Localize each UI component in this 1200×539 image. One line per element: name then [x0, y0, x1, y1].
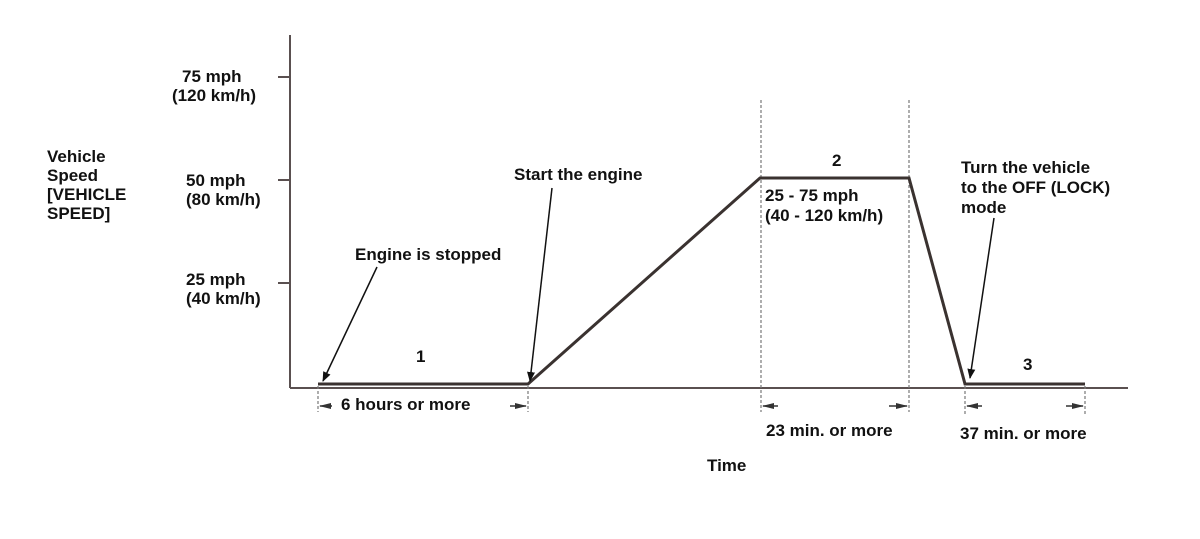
y-tick-label: (80 km/h) — [186, 190, 261, 209]
phase-number-3: 3 — [1023, 355, 1032, 374]
annotation-engine-stopped: Engine is stopped — [355, 245, 501, 264]
y-axis-label: [VEHICLE — [47, 185, 126, 204]
phase-2-speed-range: (40 - 120 km/h) — [765, 206, 883, 225]
y-tick-label: 25 mph — [186, 270, 246, 289]
phase-number-2: 2 — [832, 151, 841, 170]
annotation-turn-off: Turn the vehicle — [961, 158, 1090, 177]
y-tick-label: (120 km/h) — [172, 86, 256, 105]
x-axis-label: Time — [707, 456, 746, 475]
y-axis-label: Speed — [47, 166, 98, 185]
phase-3-duration: 37 min. or more — [960, 424, 1087, 443]
y-axis-label: SPEED] — [47, 204, 110, 223]
annotation-start-engine: Start the engine — [514, 165, 642, 184]
phase-1-duration: 6 hours or more — [341, 395, 470, 414]
phase-2-duration: 23 min. or more — [766, 421, 893, 440]
y-tick-label: (40 km/h) — [186, 289, 261, 308]
arrow-start-engine — [527, 187, 553, 382]
annotation-turn-off: to the OFF (LOCK) — [961, 178, 1110, 197]
y-tick-label: 50 mph — [186, 171, 246, 190]
annotation-turn-off: mode — [961, 198, 1006, 217]
y-tick-label: 75 mph — [182, 67, 242, 86]
arrow-engine-stopped — [322, 266, 378, 382]
phase-2-speed-range: 25 - 75 mph — [765, 186, 859, 205]
y-axis-label: Vehicle — [47, 147, 106, 166]
phase-number-1: 1 — [416, 347, 425, 366]
arrow-turn-off — [967, 217, 995, 379]
speed-profile-line — [318, 176, 1085, 386]
dashed-guides — [317, 100, 1086, 414]
